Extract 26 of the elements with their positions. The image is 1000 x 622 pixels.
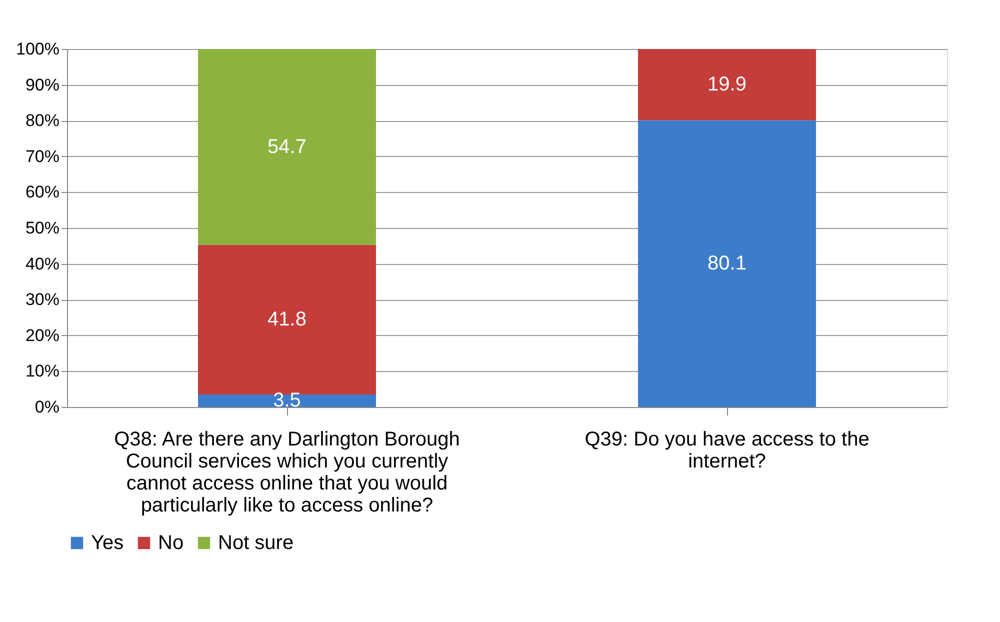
x-tick-label: Q39: Do you have access to the internet? [584, 428, 870, 472]
y-tick-label: 10% [25, 362, 60, 381]
y-tick-label: 0% [34, 398, 60, 416]
bar [198, 244, 376, 394]
legend-label: Not sure [218, 532, 294, 554]
y-tick-label: 70% [25, 146, 60, 166]
x-tick-label: Q38: Are there any Darlington Borough Council services which you currently cannot access online that you would particularly like to access online? [114, 428, 460, 516]
y-tick-label: 100% [16, 40, 60, 58]
legend-label: Yes [91, 532, 124, 554]
bar [198, 49, 376, 245]
data-label: 80.1 [708, 252, 746, 275]
bar [638, 49, 816, 120]
y-tick-label: 20% [25, 326, 60, 345]
y-tick-label: 80% [25, 111, 60, 130]
legend-label: No [158, 532, 184, 554]
data-label: 54.7 [268, 136, 306, 158]
y-tick-label: 50% [25, 218, 60, 238]
data-label: 3.5 [273, 390, 301, 412]
bar [638, 120, 816, 407]
y-tick-label: 90% [25, 75, 60, 94]
y-tick-label: 40% [25, 254, 60, 274]
data-label: 19.9 [708, 74, 746, 96]
data-label: 41.8 [268, 308, 306, 331]
bar [198, 394, 376, 407]
y-tick-label: 60% [25, 182, 60, 202]
y-tick-label: 30% [25, 290, 60, 310]
